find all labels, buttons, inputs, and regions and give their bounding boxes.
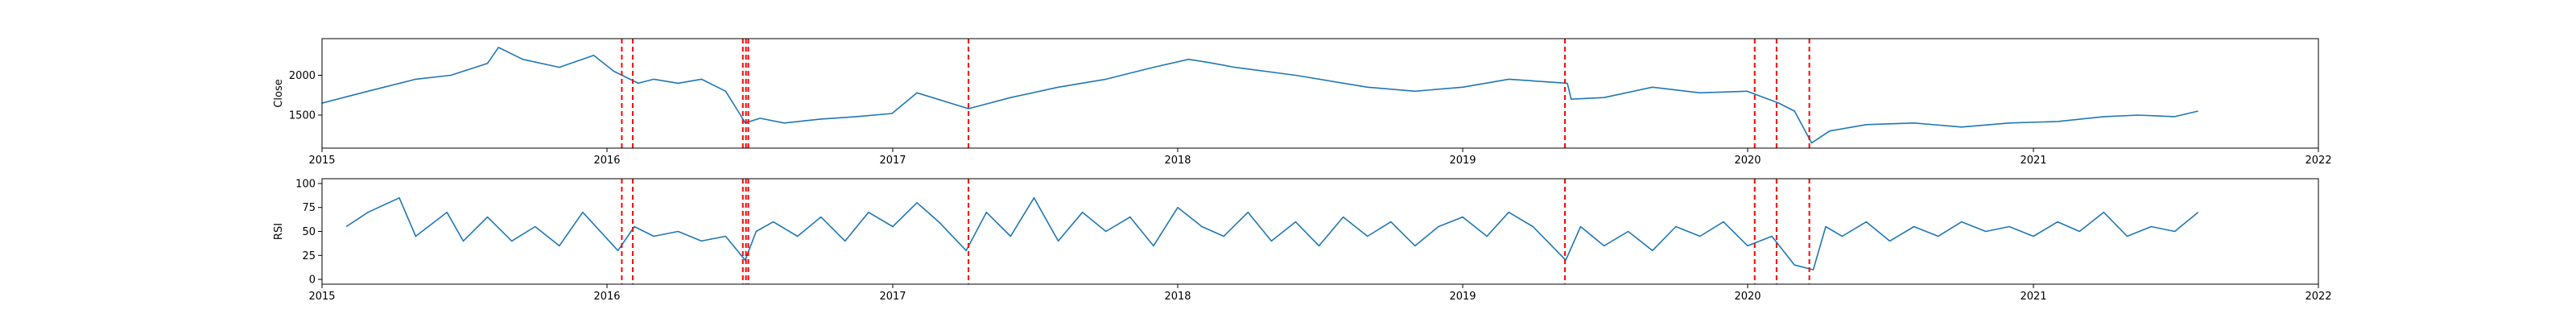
x-tick-label: 2021: [2020, 291, 2046, 303]
x-tick-label: 2016: [593, 291, 620, 303]
x-tick-label: 2019: [1449, 155, 1476, 167]
close-price-panel: 2015 2016 2017 2018 2019 2020 2021 2022 1500 2000…: [273, 38, 2332, 167]
y-tick-label: 25: [302, 250, 316, 262]
x-tick-label: 2015: [308, 155, 335, 167]
x-tick-label: 2022: [2305, 155, 2331, 167]
x-tick-label: 2020: [1734, 155, 1761, 167]
x-tick-label: 2020: [1734, 291, 1761, 303]
y-axis-label: Close: [273, 79, 285, 107]
series-line-0: [345, 197, 2199, 270]
y-axis-label: RSI: [273, 223, 285, 240]
y-tick-label: 2000: [289, 70, 316, 82]
plot-area: [345, 179, 2199, 284]
y-tick-label: 1500: [289, 109, 316, 122]
y-tick-label: 50: [302, 226, 316, 238]
y-tick-label: 0: [309, 275, 316, 287]
plot-area: [322, 39, 2198, 148]
y-tick-label: 75: [302, 202, 316, 214]
x-tick-label: 2017: [879, 155, 906, 167]
y-tick-label: 100: [295, 178, 316, 190]
series-line-0: [322, 47, 2198, 144]
x-tick-label: 2021: [2020, 155, 2046, 167]
x-tick-label: 2018: [1164, 291, 1191, 303]
x-tick-label: 2016: [593, 155, 620, 167]
x-tick-label: 2017: [879, 291, 906, 303]
x-tick-label: 2019: [1449, 291, 1476, 303]
axes-frame: [321, 38, 2319, 149]
x-tick-label: 2022: [2305, 291, 2331, 303]
x-tick-label: 2015: [308, 291, 335, 303]
rsi-panel: 2015 2016 2017 2018 2019 2020 2021 2022 0 25 50 75 1…: [273, 178, 2332, 303]
x-tick-label: 2018: [1164, 155, 1191, 167]
